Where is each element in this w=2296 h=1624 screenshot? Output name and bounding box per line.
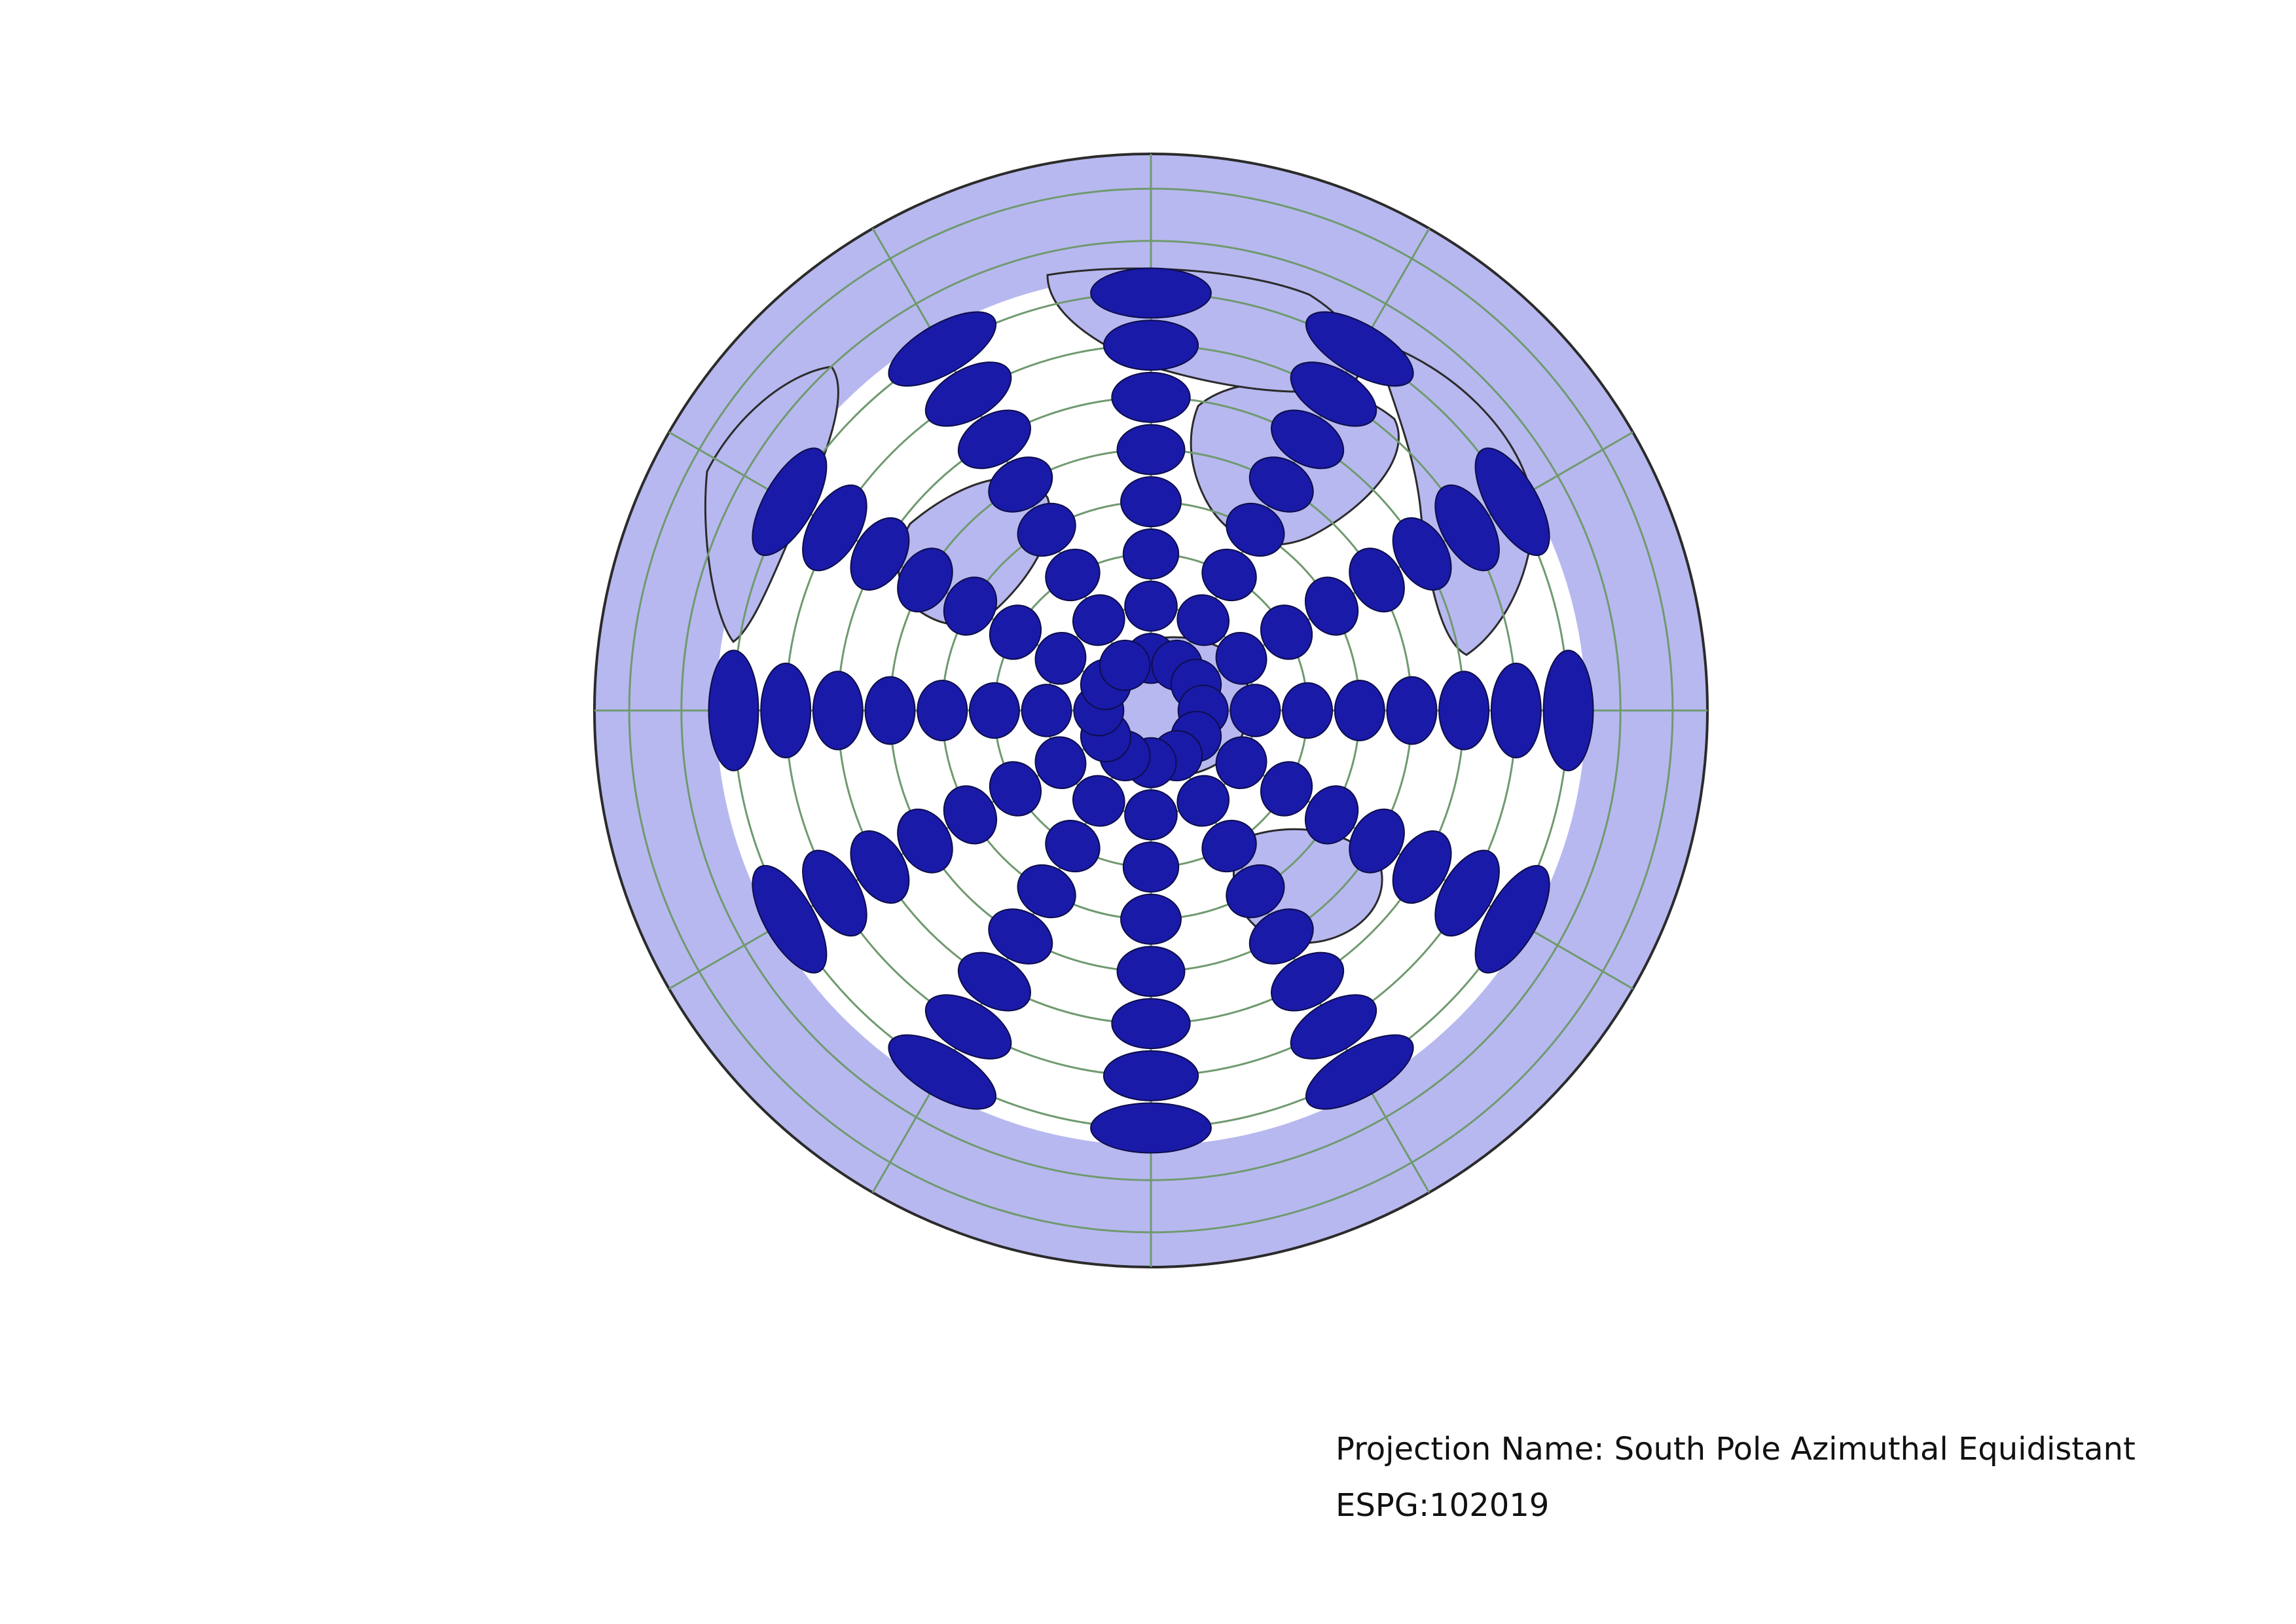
- projection-code-label: ESPG:: [1336, 1487, 1429, 1524]
- tissot-ellipse: [1230, 684, 1280, 737]
- tissot-ellipse: [1335, 680, 1385, 741]
- tissot-ellipse: [1091, 268, 1211, 318]
- tissot-ellipse: [1104, 1051, 1198, 1101]
- tissot-ellipse: [761, 663, 811, 758]
- tissot-ellipse: [866, 677, 915, 745]
- tissot-ellipse: [1112, 373, 1190, 422]
- tissot-ellipse: [1112, 999, 1190, 1048]
- tissot-ellipse: [1544, 650, 1594, 771]
- tissot-ellipse: [1123, 842, 1178, 892]
- tissot-ellipse: [1491, 663, 1541, 758]
- tissot-ellipse: [1387, 677, 1436, 745]
- tissot-ellipse: [917, 680, 967, 741]
- tissot-ellipse: [970, 683, 1019, 738]
- projection-code-value: 102019: [1429, 1487, 1549, 1524]
- projection-caption: Projection Name: South Pole Azimuthal Eq…: [1336, 1421, 2136, 1534]
- tissot-ellipse: [1104, 320, 1198, 370]
- tissot-ellipse: [1118, 946, 1185, 996]
- projection-name-label: Projection Name:: [1336, 1431, 1604, 1467]
- tissot-ellipse: [1118, 425, 1185, 475]
- tissot-ellipse: [1121, 895, 1181, 944]
- tissot-ellipse: [709, 650, 759, 771]
- projection-name-value: South Pole Azimuthal Equidistant: [1614, 1431, 2136, 1467]
- tissot-ellipse: [1123, 529, 1178, 579]
- tissot-ellipse: [1439, 671, 1489, 749]
- tissot-ellipse: [813, 671, 863, 749]
- projection-code-line: ESPG:102019: [1336, 1477, 2136, 1534]
- tissot-ellipse: [1091, 1103, 1211, 1153]
- tissot-ellipse: [1022, 684, 1072, 737]
- tissot-ellipse: [1125, 581, 1177, 631]
- projection-name-line: Projection Name: South Pole Azimuthal Eq…: [1336, 1421, 2136, 1477]
- tissot-ellipse: [1125, 790, 1177, 840]
- tissot-ellipse: [1283, 683, 1332, 738]
- tissot-ellipse: [1121, 477, 1181, 526]
